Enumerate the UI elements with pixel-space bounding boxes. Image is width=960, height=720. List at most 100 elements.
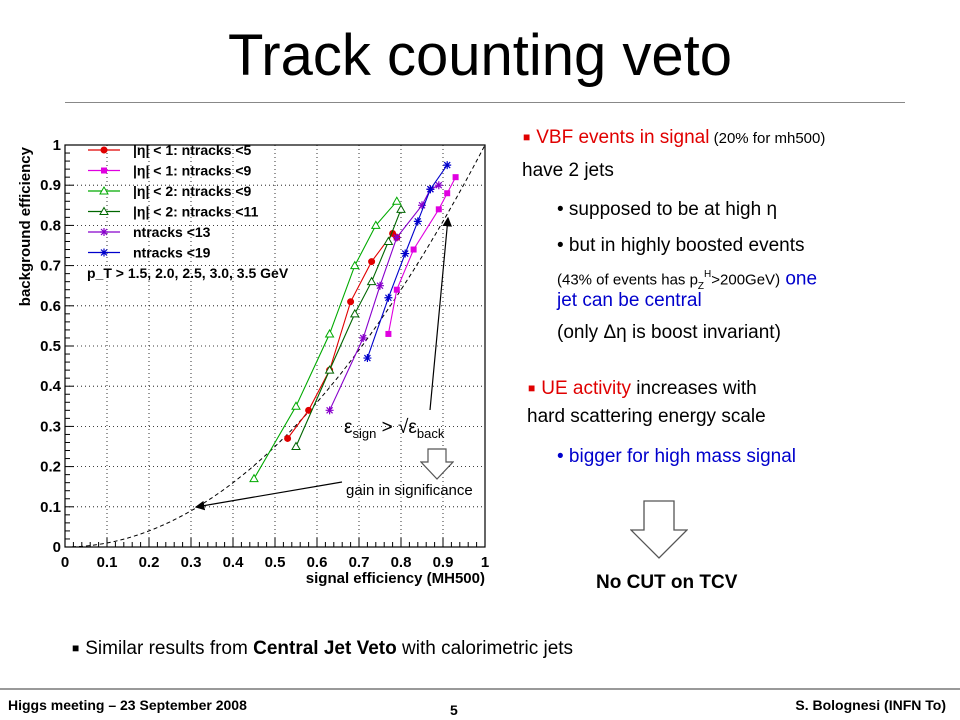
gain-label: gain in significance [346,482,473,499]
series-line [366,164,448,359]
footer-divider [0,688,960,690]
bullet-ue: ■ UE activity increases with [528,376,757,401]
vbf-fraction: (20% for mh500) [709,130,826,147]
eps-sign-subscript: sign [352,425,377,441]
series-0 [284,229,401,442]
x-tick-label: 0.9 [433,554,454,571]
legend-label: ntracks <13 [133,224,211,240]
data-point [368,258,376,266]
x-tick-label: 0.4 [223,554,245,571]
legend-label: ntracks <19 [133,245,211,261]
data-point [413,217,422,226]
legend-label: |η| < 2: ntracks <9 [133,183,252,199]
data-point [359,333,368,342]
data-point [100,248,108,257]
series-line [329,184,440,411]
boost-threshold: >200GeV) [711,271,781,289]
chart-axes [64,144,486,548]
square-bullet-icon: ■ [523,130,531,144]
data-point [410,246,417,253]
data-point [324,365,335,374]
data-point [99,206,109,215]
data-point [434,181,443,190]
chart-legend: |η| < 1: ntracks <5 |η| < 1: ntracks <9 |η… [87,142,289,281]
ue-line2: hard scattering energy scale [527,406,766,427]
bottom-bullet: ■ Similar results from Central Jet Veto w… [72,638,573,660]
boosted-line2: (43% of events has pZH>200GeV) one [557,263,817,299]
chart-ticks: 0 0.1 0.2 0.3 0.4 0.5 0.6 0.7 0.8 0.9 1 0 0.1 0.2 0.3 0… [40,137,489,571]
eps-sign-symbol: ε [344,417,353,438]
data-point [101,167,107,174]
footer-right: S. Bolognesi (INFN To) [795,697,946,713]
y-tick-label: 0.5 [40,338,61,355]
y-tick-label: 0.9 [40,177,61,194]
data-point [376,281,384,290]
bottom-post: with calorimetric jets [396,638,574,659]
x-tick-label: 0.2 [139,554,160,571]
boost-fraction: (43% of events has p [557,271,698,289]
bullet-high-eta: • supposed to be at high η [557,199,778,220]
down-arrow-small-icon [420,448,454,480]
data-point [291,401,301,410]
y-tick-label: 0 [53,539,61,556]
data-point [391,196,402,205]
data-point [347,298,355,306]
data-point [396,204,406,213]
boosted-line3: jet can be central [557,290,702,311]
chart-labels: signal efficiency (MH500) background effi… [17,146,485,587]
square-bullet-icon: ■ [528,381,536,395]
y-tick-label: 0.2 [40,459,61,476]
no-cut-conclusion: No CUT on TCV [596,572,738,593]
series-1 [385,174,459,337]
boost-one: one [780,268,818,290]
data-point [452,174,459,181]
data-point [349,260,360,270]
x-tick-label: 0.7 [349,554,370,571]
y-tick-label: 0.6 [40,298,61,315]
chart-annotation-arrows [194,216,452,511]
legend-label: |η| < 1: ntracks <5 [133,142,252,158]
data-point [401,249,410,258]
data-point [385,330,392,337]
data-point [99,185,109,195]
series-5 [363,161,452,363]
y-tick-label: 0.8 [40,217,61,234]
data-point [444,190,451,197]
eps-relation: > √ε [376,417,417,438]
data-point [435,206,442,213]
series-line [295,209,402,447]
chart-series [249,161,459,483]
gain-arrow [194,481,343,511]
ue-rest: increases with [631,378,757,399]
x-tick-label: 0.3 [181,554,202,571]
x-axis-label: signal efficiency (MH500) [306,570,485,587]
epsilon-condition: εsign > √εback [344,417,444,441]
y-tick-label: 0.7 [40,258,61,275]
x-tick-label: 0.8 [391,554,412,571]
eps-back-subscript: back [416,425,445,441]
reference-curve-line [65,144,486,548]
x-tick-label: 0 [61,554,69,571]
x-tick-label: 0.6 [307,554,328,571]
data-point [325,406,334,415]
data-point [370,220,381,229]
bullet-vbf: ■ VBF events in signal (20% for mh500) [523,125,825,151]
data-point [349,308,360,318]
x-tick-label: 0.1 [97,554,118,571]
data-point [366,276,377,286]
data-point [426,185,435,194]
vbf-line2: have 2 jets [522,160,614,181]
data-point [384,293,393,302]
bullet-high-mass: • bigger for high mass signal [557,446,796,467]
y-tick-label: 0.4 [40,378,62,395]
bottom-bold: Central Jet Veto [253,638,397,659]
y-axis-label: background efficiency [17,146,34,306]
boost-sub: Z [697,281,705,293]
data-point [249,473,259,483]
data-point [324,328,335,338]
boost-sup: H [704,269,712,280]
condition-arrow [429,216,452,411]
legend-label: |η| < 1: ntracks <9 [133,163,252,179]
data-point [363,354,372,363]
vbf-text: VBF events in signal [536,127,710,148]
